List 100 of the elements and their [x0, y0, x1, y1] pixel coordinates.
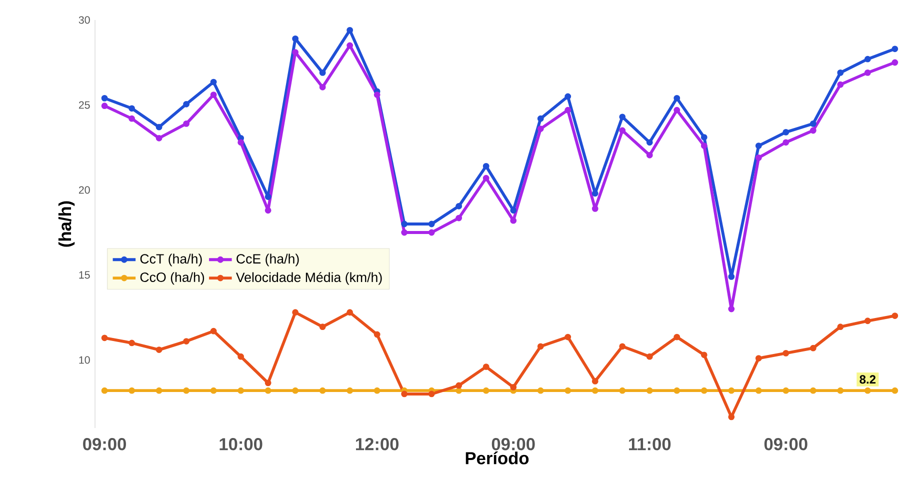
point — [101, 334, 108, 342]
point — [401, 390, 408, 398]
point — [238, 134, 244, 142]
point — [428, 229, 435, 236]
point — [619, 114, 626, 120]
point — [156, 124, 162, 130]
y-axis-title: (ha/h) — [58, 201, 75, 247]
point — [482, 364, 490, 370]
point — [510, 217, 517, 224]
point — [456, 387, 462, 394]
y-tick-label: 10 — [79, 356, 90, 364]
y-tick-label: 15 — [79, 271, 90, 279]
point — [810, 387, 816, 394]
point — [374, 331, 380, 338]
point — [700, 387, 708, 394]
point — [128, 105, 135, 112]
point — [319, 324, 326, 330]
point — [782, 387, 790, 394]
point — [646, 387, 653, 394]
point — [782, 128, 790, 136]
point — [810, 120, 816, 127]
point — [401, 229, 408, 236]
point — [482, 162, 490, 170]
point — [292, 49, 299, 56]
point — [619, 127, 626, 134]
legend-label: CcT (ha/h) — [140, 254, 202, 266]
point — [674, 94, 680, 102]
point — [346, 42, 354, 49]
point — [456, 202, 462, 210]
point — [755, 142, 762, 149]
point — [592, 378, 598, 384]
x-axis-title: Período — [466, 451, 529, 464]
point — [238, 387, 244, 394]
point — [782, 139, 790, 146]
point — [128, 115, 135, 122]
point — [892, 312, 898, 319]
point — [537, 387, 544, 394]
point — [456, 382, 462, 389]
point — [210, 92, 217, 98]
x-tick-label: 12:00 — [356, 438, 399, 450]
point — [238, 139, 244, 146]
point — [238, 353, 244, 360]
point — [837, 324, 844, 330]
point — [346, 387, 354, 394]
point — [564, 93, 572, 100]
point — [837, 387, 844, 394]
point — [482, 174, 490, 182]
point — [510, 207, 517, 214]
point — [728, 387, 735, 394]
point — [592, 387, 598, 394]
point — [864, 318, 871, 324]
point — [183, 120, 190, 127]
point — [864, 56, 871, 62]
point — [210, 78, 217, 86]
point — [728, 273, 735, 280]
point — [700, 134, 708, 140]
point — [101, 102, 108, 110]
point — [292, 387, 299, 394]
legend-label: CcO (ha/h) — [140, 272, 204, 285]
point — [837, 69, 844, 76]
point — [101, 387, 108, 394]
point — [101, 94, 108, 102]
point — [564, 106, 572, 114]
point — [674, 334, 680, 340]
point — [674, 387, 680, 394]
x-tick-label: 10:00 — [220, 438, 262, 450]
point — [674, 106, 680, 114]
point — [782, 350, 790, 356]
x-tick-label: 11:00 — [629, 438, 671, 450]
point — [892, 46, 898, 52]
point — [456, 214, 462, 222]
point — [156, 387, 162, 394]
point — [646, 353, 653, 360]
y-tick-label: 30 — [78, 16, 90, 24]
point — [837, 81, 844, 88]
point — [510, 384, 517, 390]
point — [728, 414, 735, 420]
point — [646, 152, 653, 158]
data-label: 8.2 — [860, 375, 876, 384]
point — [810, 127, 816, 134]
point — [210, 387, 217, 394]
point — [619, 343, 626, 350]
point — [592, 205, 598, 212]
point — [537, 126, 544, 132]
point — [646, 139, 653, 146]
point — [319, 387, 326, 394]
y-tick-label: 25 — [78, 101, 90, 109]
point — [755, 355, 762, 362]
point — [864, 69, 871, 76]
point — [810, 344, 816, 352]
x-tick-label: 09:00 — [83, 438, 126, 450]
point — [292, 35, 299, 42]
point — [592, 190, 598, 197]
point — [428, 220, 435, 228]
point — [755, 154, 762, 161]
point — [346, 309, 354, 316]
point — [700, 142, 708, 149]
point — [264, 380, 272, 386]
point — [728, 306, 735, 312]
point — [319, 69, 326, 76]
